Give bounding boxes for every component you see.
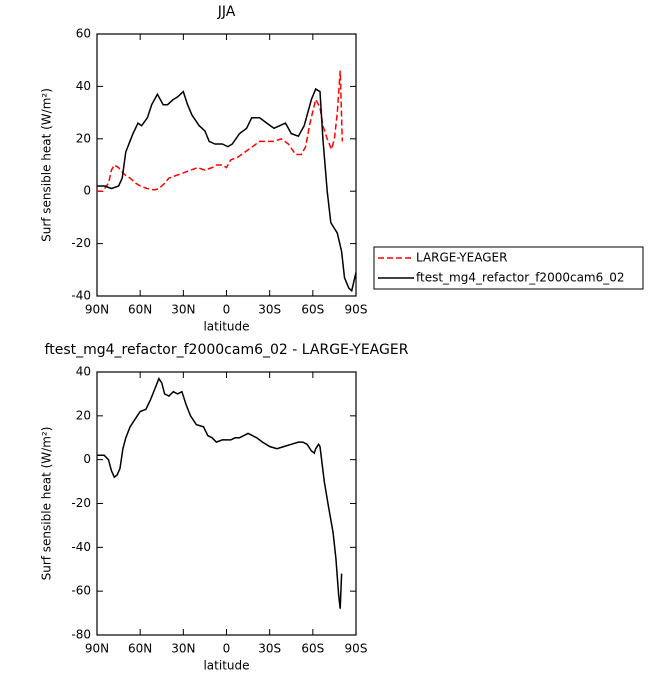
x-tick-label: 60S	[301, 303, 324, 317]
x-tick-label: 90N	[85, 303, 109, 317]
x-tick-label: 30N	[171, 303, 195, 317]
y-axis-label: Surf sensible heat (W/m²)	[40, 88, 54, 242]
x-tick-label: 0	[223, 642, 231, 656]
data-line	[97, 87, 357, 293]
x-tick-label: 90S	[345, 303, 368, 317]
x-axis-label: latitude	[203, 659, 249, 673]
plot-frame	[96, 371, 357, 636]
y-tick-label: 60	[76, 27, 91, 41]
x-tick-label: 30S	[258, 303, 281, 317]
x-tick-label: 90S	[345, 642, 368, 656]
y-tick-label: 0	[83, 452, 91, 466]
x-tick-label: 60N	[128, 303, 152, 317]
x-tick-label: 60S	[301, 642, 324, 656]
y-axis-label: Surf sensible heat (W/m²)	[40, 427, 54, 581]
y-tick-label: 20	[76, 408, 91, 422]
y-tick-label: -20	[71, 496, 91, 510]
y-tick-label: 40	[76, 79, 91, 93]
data-line	[97, 70, 344, 192]
y-tick-label: 20	[76, 131, 91, 145]
y-tick-label: -40	[71, 540, 91, 554]
legend-box	[373, 246, 644, 290]
y-tick-label: 40	[76, 365, 91, 379]
x-tick-label: 30S	[258, 642, 281, 656]
y-tick-label: 0	[83, 184, 91, 198]
plot-frame	[96, 33, 357, 297]
y-tick-label: -40	[71, 289, 91, 303]
legend-label: LARGE-YEAGER	[416, 251, 507, 265]
data-line	[97, 376, 343, 609]
chart-title: ftest_mg4_refactor_f2000cam6_02 - LARGE-…	[45, 342, 409, 358]
y-tick-label: -80	[71, 628, 91, 642]
x-tick-label: 30N	[171, 642, 195, 656]
legend-label: ftest_mg4_refactor_f2000cam6_02	[416, 271, 625, 285]
x-tick-label: 60N	[128, 642, 152, 656]
x-tick-label: 0	[223, 303, 231, 317]
x-tick-label: 90N	[85, 642, 109, 656]
y-tick-label: -20	[71, 236, 91, 250]
y-tick-label: -60	[71, 584, 91, 598]
chart-title: JJA	[217, 4, 236, 20]
x-axis-label: latitude	[203, 320, 249, 334]
